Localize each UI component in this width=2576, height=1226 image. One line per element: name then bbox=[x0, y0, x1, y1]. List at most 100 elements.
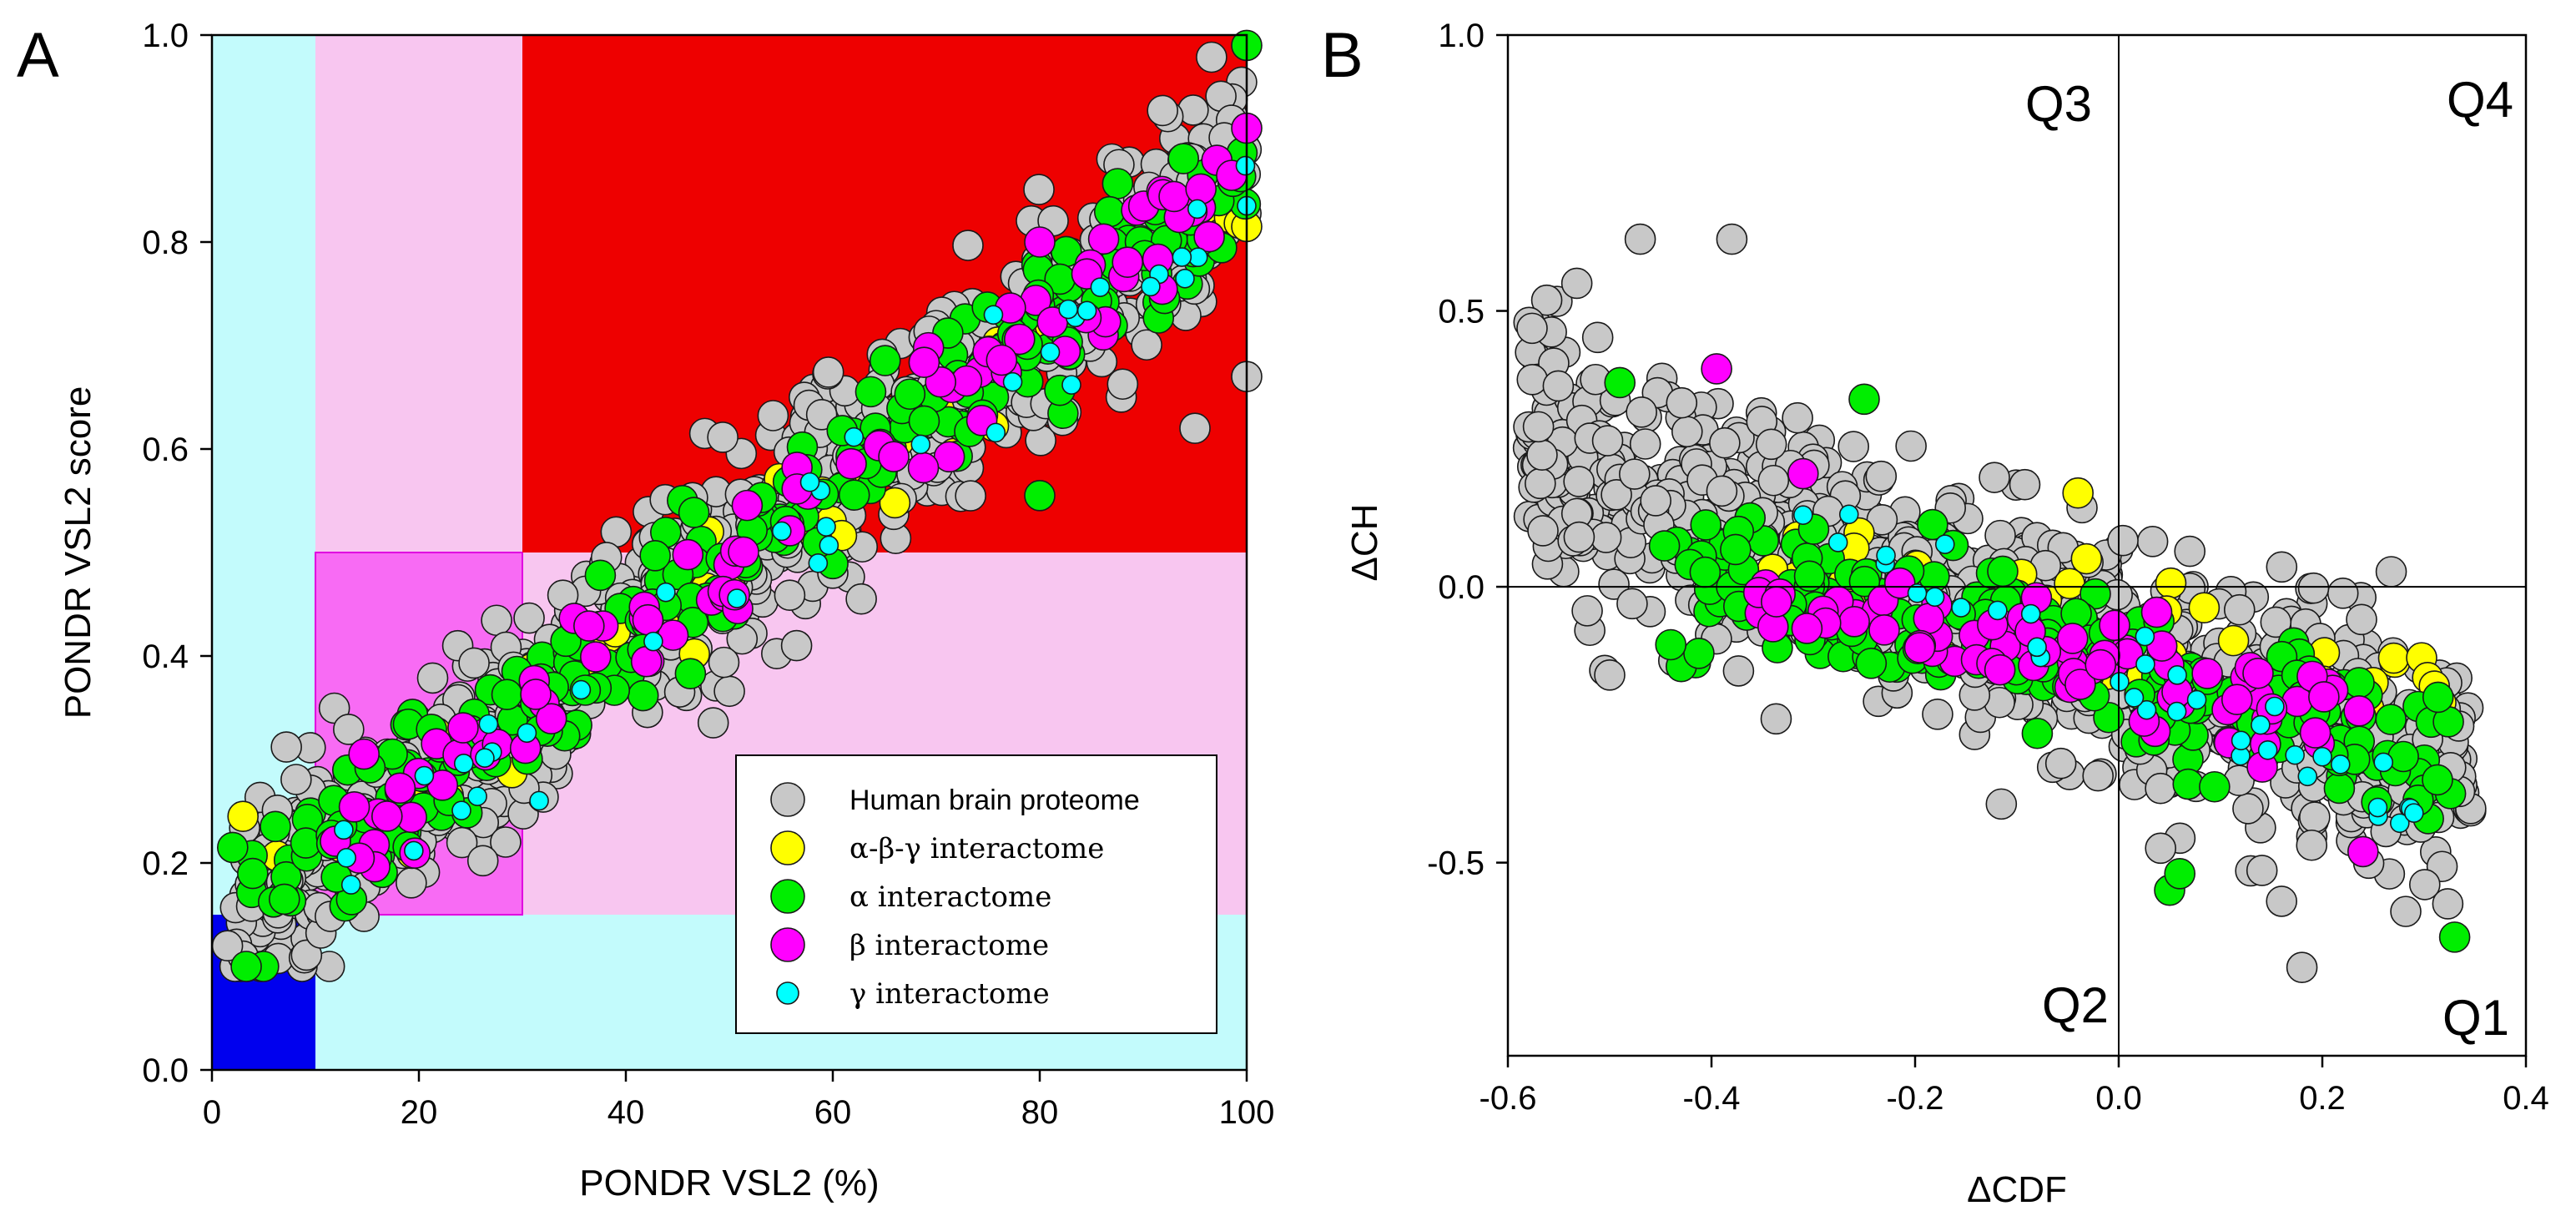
panel-b: B -0.6 -0.4 -0.2 0.0 0.2 0.4 -0.5 0.0 0.5 1.0 ΔCDF… bbox=[1321, 18, 2549, 1210]
panel-b-points bbox=[1512, 223, 2487, 984]
point-b-interactome bbox=[2347, 835, 2379, 868]
point-b-human-brain-proteome bbox=[2297, 572, 2330, 604]
point-b-interactome bbox=[1868, 614, 1900, 646]
point-a-interactome bbox=[643, 631, 663, 652]
point-b-interactome bbox=[2221, 684, 2253, 716]
point-b-interactome bbox=[1683, 638, 1715, 669]
y-tick-label-b: 0.0 bbox=[1438, 569, 1485, 606]
point-a-interactome bbox=[579, 641, 612, 673]
point-b-human-brain-proteome bbox=[1581, 321, 1614, 354]
point-a-interactome bbox=[656, 582, 676, 603]
point-b-human-brain-proteome bbox=[2432, 888, 2464, 920]
point-b-interactome bbox=[1934, 534, 1955, 555]
panel-b-letter: B bbox=[1321, 20, 1364, 91]
point-b-human-brain-proteome bbox=[2174, 535, 2206, 568]
point-b-human-brain-proteome bbox=[2136, 526, 2169, 558]
point-a-interactome bbox=[1235, 155, 1256, 176]
point-a-interactome bbox=[334, 820, 354, 840]
point-a-interactome bbox=[535, 703, 567, 734]
point-b-human-brain-proteome bbox=[1922, 698, 1953, 730]
y-tick-label-a: 1.0 bbox=[142, 18, 189, 54]
legend-marker-interactome bbox=[770, 879, 805, 914]
point-a-interactome bbox=[1090, 277, 1111, 297]
point-a-interactome bbox=[1185, 173, 1217, 205]
point-a-interactome bbox=[573, 610, 605, 642]
point-b-interactome bbox=[2389, 813, 2410, 834]
y-tick-label-a: 0.6 bbox=[142, 431, 189, 468]
point-a-human-brain-proteome bbox=[396, 867, 427, 899]
point-a-human-brain-proteome bbox=[513, 602, 545, 634]
point-a-interactome bbox=[1093, 195, 1126, 228]
point-b-human-brain-proteome bbox=[2260, 606, 2292, 638]
point-a-interactome bbox=[908, 346, 940, 379]
point-b-interactome bbox=[1838, 605, 1870, 638]
point-a-human-brain-proteome bbox=[1196, 41, 1228, 73]
legend-marker-interactome bbox=[770, 830, 805, 865]
point-a-interactome bbox=[908, 405, 940, 437]
point-b-interactome bbox=[2062, 477, 2094, 509]
y-axis-title-a: PONDR VSL2 score bbox=[58, 386, 98, 719]
point-b-human-brain-proteome bbox=[1616, 588, 1648, 620]
point-a-interactome bbox=[1101, 168, 1134, 199]
point-b-interactome bbox=[2375, 704, 2407, 735]
point-b-human-brain-proteome bbox=[1619, 458, 1651, 490]
point-b-interactome bbox=[2172, 768, 2205, 800]
point-a-interactome bbox=[838, 479, 870, 511]
point-b-interactome bbox=[1604, 366, 1636, 399]
point-a-human-brain-proteome bbox=[1147, 94, 1178, 127]
point-b-interactome bbox=[2167, 665, 2187, 685]
point-a-interactome bbox=[983, 305, 1004, 325]
point-b-interactome bbox=[2422, 764, 2453, 796]
point-b-human-brain-proteome bbox=[2009, 468, 2041, 501]
point-b-interactome bbox=[2387, 740, 2419, 773]
point-a-human-brain-proteome bbox=[707, 421, 739, 453]
panel-a-letter: A bbox=[17, 20, 59, 91]
point-a-interactome bbox=[348, 738, 380, 770]
point-b-interactome bbox=[2422, 681, 2454, 714]
point-a-interactome bbox=[453, 754, 474, 774]
point-b-interactome bbox=[1655, 628, 1686, 661]
x-tick-label-b: 0.0 bbox=[2095, 1080, 2142, 1117]
point-b-interactome bbox=[1988, 600, 2008, 621]
point-a-human-brain-proteome bbox=[270, 731, 302, 763]
point-b-interactome bbox=[1883, 567, 1916, 599]
panel-a: A 0 20 40 60 80 100 0.0 0.2 0.4 0.6 0.8 1.0 PONDR VS… bbox=[17, 18, 1274, 1203]
point-b-human-brain-proteome bbox=[1716, 223, 1748, 255]
point-b-interactome bbox=[1793, 505, 1813, 525]
point-a-interactome bbox=[869, 345, 901, 376]
point-b-interactome bbox=[1838, 504, 1859, 525]
point-b-human-brain-proteome bbox=[1571, 595, 1603, 627]
point-a-interactome bbox=[986, 344, 1018, 376]
point-b-human-brain-proteome bbox=[1985, 788, 2018, 820]
x-tick-label-a: 20 bbox=[401, 1094, 438, 1131]
point-b-interactome bbox=[2084, 648, 2117, 681]
point-a-interactome bbox=[517, 723, 537, 744]
point-b-interactome bbox=[2155, 567, 2187, 599]
point-a-interactome bbox=[910, 434, 931, 455]
point-a-interactome bbox=[1061, 375, 1081, 395]
point-b-interactome bbox=[1951, 598, 1971, 618]
point-a-interactome bbox=[467, 786, 487, 806]
point-a-human-brain-proteome bbox=[481, 604, 512, 637]
point-a-interactome bbox=[529, 790, 549, 811]
point-b-human-brain-proteome bbox=[1560, 267, 1593, 300]
y-tick-label-a: 0.8 bbox=[142, 225, 189, 261]
point-a-human-brain-proteome bbox=[708, 646, 740, 679]
point-b-human-brain-proteome bbox=[1516, 363, 1549, 396]
point-b-human-brain-proteome bbox=[1624, 223, 1656, 255]
point-b-interactome bbox=[1907, 583, 1928, 603]
point-a-human-brain-proteome bbox=[955, 480, 986, 512]
y-tick-label-b: 0.5 bbox=[1438, 294, 1485, 330]
point-a-human-brain-proteome bbox=[952, 230, 984, 261]
point-a-interactome bbox=[1024, 226, 1056, 258]
x-tick-label-b: -0.2 bbox=[1887, 1080, 1944, 1117]
point-b-interactome bbox=[2343, 694, 2375, 727]
point-b-interactome bbox=[2377, 642, 2410, 674]
point-a-interactome bbox=[1087, 223, 1120, 255]
point-b-interactome bbox=[1791, 613, 1823, 644]
point-a-interactome bbox=[1004, 323, 1036, 356]
point-b-human-brain-proteome bbox=[1594, 659, 1626, 691]
x-tick-label-b: -0.6 bbox=[1480, 1080, 1537, 1117]
point-b-human-brain-proteome bbox=[1590, 522, 1622, 553]
point-a-interactome bbox=[571, 679, 592, 700]
